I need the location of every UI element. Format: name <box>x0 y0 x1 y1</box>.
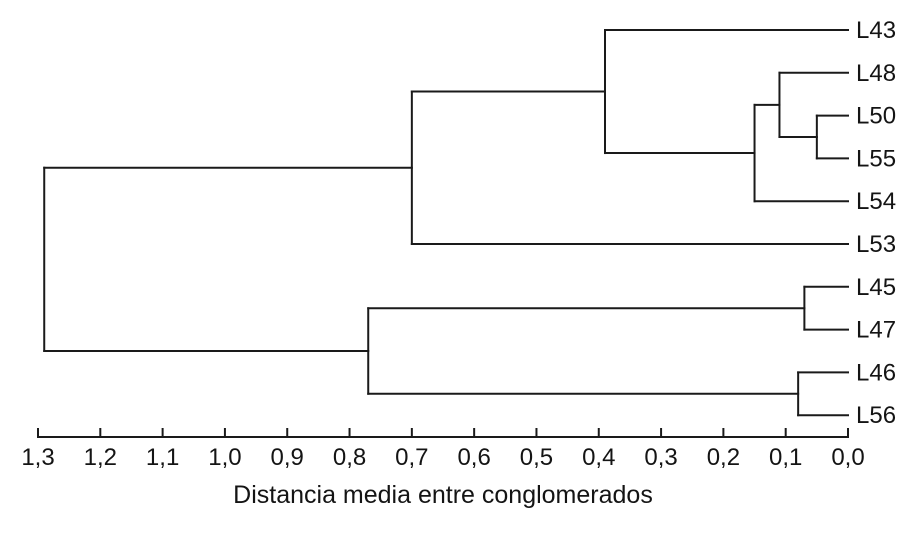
leaf-label-L45: L45 <box>856 274 896 301</box>
axis-tick-label: 0,7 <box>395 444 428 471</box>
axis-tick-label: 0,0 <box>831 444 864 471</box>
leaf-label-L47: L47 <box>856 317 896 344</box>
leaf-label-L53: L53 <box>856 231 896 258</box>
leaf-label-L54: L54 <box>856 188 896 215</box>
leaf-label-L43: L43 <box>856 17 896 44</box>
axis-title: Distancia media entre conglomerados <box>233 481 653 509</box>
axis-tick-label: 1,3 <box>21 444 54 471</box>
axis-tick-label: 0,1 <box>769 444 802 471</box>
axis-tick-label: 0,3 <box>644 444 677 471</box>
axis-tick-label: 0,8 <box>333 444 366 471</box>
axis-tick-label: 0,9 <box>271 444 304 471</box>
axis-tick-label: 0,6 <box>457 444 490 471</box>
axis-tick-label: 0,2 <box>707 444 740 471</box>
axis-tick-label: 1,0 <box>208 444 241 471</box>
axis-tick-label: 0,4 <box>582 444 615 471</box>
dendrogram-links <box>43 29 849 417</box>
axis-tick-label: 1,1 <box>146 444 179 471</box>
distance-axis: 1,3 1,2 1,1 1,0 0,9 0,8 0,7 0,6 0,5 0,4 0,3 0,2 0,1 0… <box>21 428 865 471</box>
leaf-label-L55: L55 <box>856 145 896 172</box>
leaf-label-L46: L46 <box>856 359 896 386</box>
axis-tick-label: 1,2 <box>84 444 117 471</box>
leaf-labels: L43 L48 L50 L55 L54 L53 L45 L47 L46 L56 <box>856 17 896 429</box>
leaf-label-L56: L56 <box>856 402 896 429</box>
leaf-label-L48: L48 <box>856 60 896 87</box>
leaf-label-L50: L50 <box>856 103 896 130</box>
axis-tick-label: 0,5 <box>520 444 553 471</box>
